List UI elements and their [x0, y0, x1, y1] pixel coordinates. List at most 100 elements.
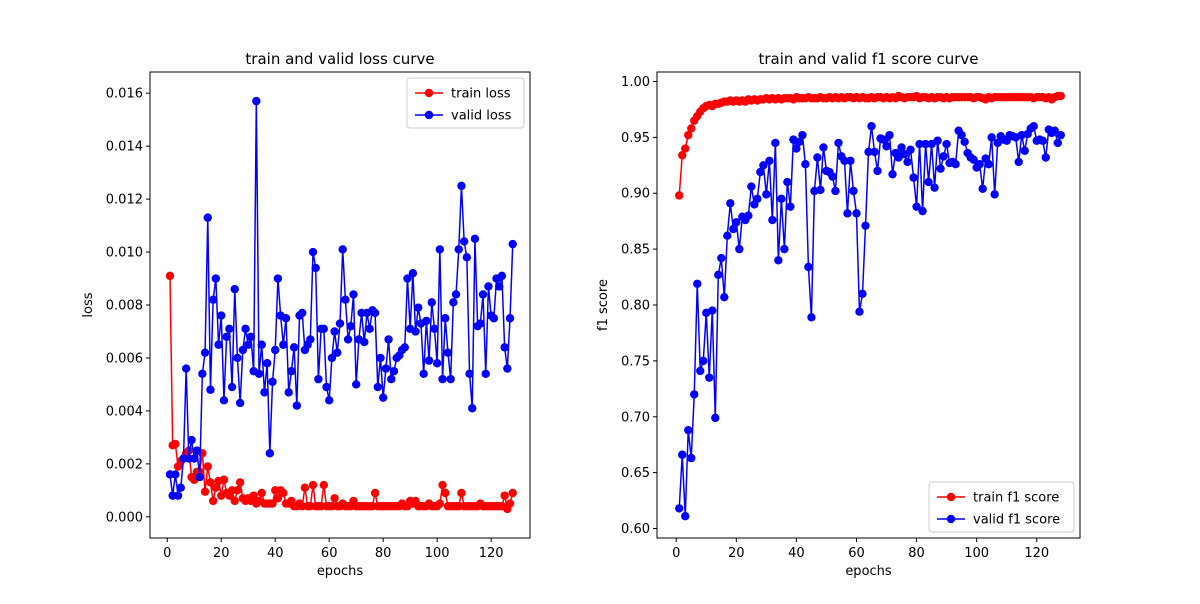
f1-plot-data-point	[780, 244, 789, 254]
loss-plot-data-point	[244, 340, 253, 349]
f1-plot-data-point	[813, 153, 822, 162]
loss-plot-data-point	[287, 366, 296, 376]
f1-plot-data-point	[807, 313, 816, 322]
loss-plot-data-point	[503, 364, 512, 373]
f1-plot-data-point	[816, 185, 825, 195]
f1-plot-data-point	[909, 173, 918, 182]
loss-plot-data-point	[327, 353, 337, 363]
f1-plot-data-point	[762, 190, 771, 199]
loss-plot-data-point	[325, 396, 334, 405]
loss-plot-panel: 0 20 40 60 80 100 120 0.0000.0020.0040.0060.00…	[81, 50, 531, 579]
loss-plot-data-point	[414, 303, 423, 312]
f1-plot-data-point	[849, 186, 858, 196]
loss-plot-data-point	[462, 253, 472, 262]
loss-plot-data-point	[219, 475, 229, 484]
f1-plot-data-point	[828, 172, 837, 181]
y-tick-label: 0.008	[106, 299, 143, 314]
loss-plot-data-point	[257, 340, 266, 349]
y-tick-label: 0.95	[621, 131, 650, 146]
f1-plot-data-point	[774, 256, 783, 265]
y-tick-label: 0.70	[621, 410, 650, 425]
f1-plot-data-point	[777, 194, 786, 204]
y-tick-label: 0.85	[621, 243, 650, 258]
legend-label: valid loss	[451, 109, 512, 124]
f1-plot-data-point	[882, 142, 891, 151]
loss-plot-data-point	[365, 324, 374, 334]
f1-plot-data-point	[729, 224, 738, 234]
loss-plot-data-point	[176, 483, 185, 492]
loss-plot-y-ticks: 0.000 0.002 0.004 0.006 0.008 0.010 0.012 0.014…	[106, 87, 150, 525]
f1-plot-data-point	[687, 453, 696, 463]
loss-plot-data-point	[292, 401, 302, 410]
f1-plot-data-point	[681, 512, 690, 521]
loss-plot-data-point	[203, 213, 212, 222]
loss-plot-data-point	[508, 488, 517, 498]
f1-plot-data-point	[861, 221, 870, 230]
f1-plot-data-point	[717, 253, 726, 263]
f1-plot-data-point	[1041, 153, 1050, 162]
f1-plot-data-point	[819, 143, 828, 152]
legend-marker-swatch	[424, 88, 434, 98]
loss-plot-data-point	[230, 496, 239, 506]
loss-plot-data-point	[208, 295, 218, 304]
loss-plot-data-point	[217, 311, 226, 320]
loss-plot-data-point	[225, 324, 234, 334]
loss-plot-data-point	[330, 327, 339, 336]
loss-plot-data-point	[341, 295, 350, 304]
f1-plot-data-point	[771, 138, 780, 148]
loss-plot-data-point	[427, 298, 436, 307]
y-tick-label: 0.90	[621, 187, 650, 202]
loss-plot-legend: train loss valid loss	[406, 77, 525, 129]
f1-plot-data-point	[834, 138, 843, 148]
loss-plot-data-point	[438, 480, 447, 490]
loss-plot-data-point	[206, 478, 215, 487]
f1-plot-data-point	[708, 306, 717, 315]
loss-plot-data-point	[311, 263, 320, 273]
f1-plot-data-point	[888, 170, 897, 179]
x-tick-label: 20	[728, 546, 745, 561]
f1-plot-data-point	[1038, 136, 1047, 145]
x-tick-label: 80	[908, 546, 925, 561]
f1-plot-panel: 0 20 40 60 80 100 120 0.60 0.65 0.70 0.75 0.80 0.85…	[596, 50, 1081, 579]
f1-plot-data-point	[831, 186, 840, 196]
y-tick-label: 1.00	[621, 75, 650, 90]
f1-plot-data-point	[759, 161, 768, 170]
f1-plot-data-point	[1056, 91, 1065, 101]
loss-plot-data-point	[246, 332, 256, 341]
loss-plot-series-line	[169, 101, 514, 496]
loss-plot-data-point	[500, 343, 509, 352]
loss-plot-data-point	[468, 404, 477, 413]
f1-plot-data-point	[1053, 138, 1062, 148]
loss-plot-data-point	[187, 435, 196, 445]
loss-plot-data-point	[441, 314, 450, 323]
loss-plot-data-point	[211, 483, 221, 492]
loss-plot-data-point	[284, 388, 293, 397]
x-tick-label: 0	[163, 546, 171, 561]
loss-plot-data-point	[314, 374, 323, 384]
f1-plot-data-point	[684, 425, 693, 435]
y-tick-label: 0.006	[106, 351, 143, 366]
loss-plot-data-point	[265, 449, 275, 458]
loss-plot-series-0	[165, 271, 517, 514]
loss-plot-data-point	[489, 314, 499, 323]
loss-plot-data-point	[235, 478, 245, 487]
f1-plot-data-point	[687, 124, 696, 133]
f1-plot-data-point	[705, 373, 714, 382]
f1-plot-data-point	[879, 135, 888, 144]
f1-plot-data-point	[864, 147, 873, 157]
f1-plot-y-axis-label: f1 score	[596, 279, 611, 331]
f1-plot-data-point	[726, 199, 735, 208]
loss-plot-data-point	[435, 499, 445, 508]
f1-plot-data-point	[768, 215, 777, 225]
loss-plot-y-axis-label: loss	[81, 292, 96, 317]
legend-entry: train loss	[415, 87, 511, 102]
f1-plot-data-point	[765, 156, 774, 166]
f1-plot-series-line	[678, 124, 1062, 517]
y-tick-label: 0.002	[106, 457, 143, 472]
f1-plot-data-point	[855, 307, 864, 316]
loss-plot-data-point	[281, 314, 291, 323]
loss-plot-data-point	[378, 393, 388, 402]
x-tick-label: 20	[213, 546, 230, 561]
f1-plot-series-0	[675, 91, 1065, 200]
